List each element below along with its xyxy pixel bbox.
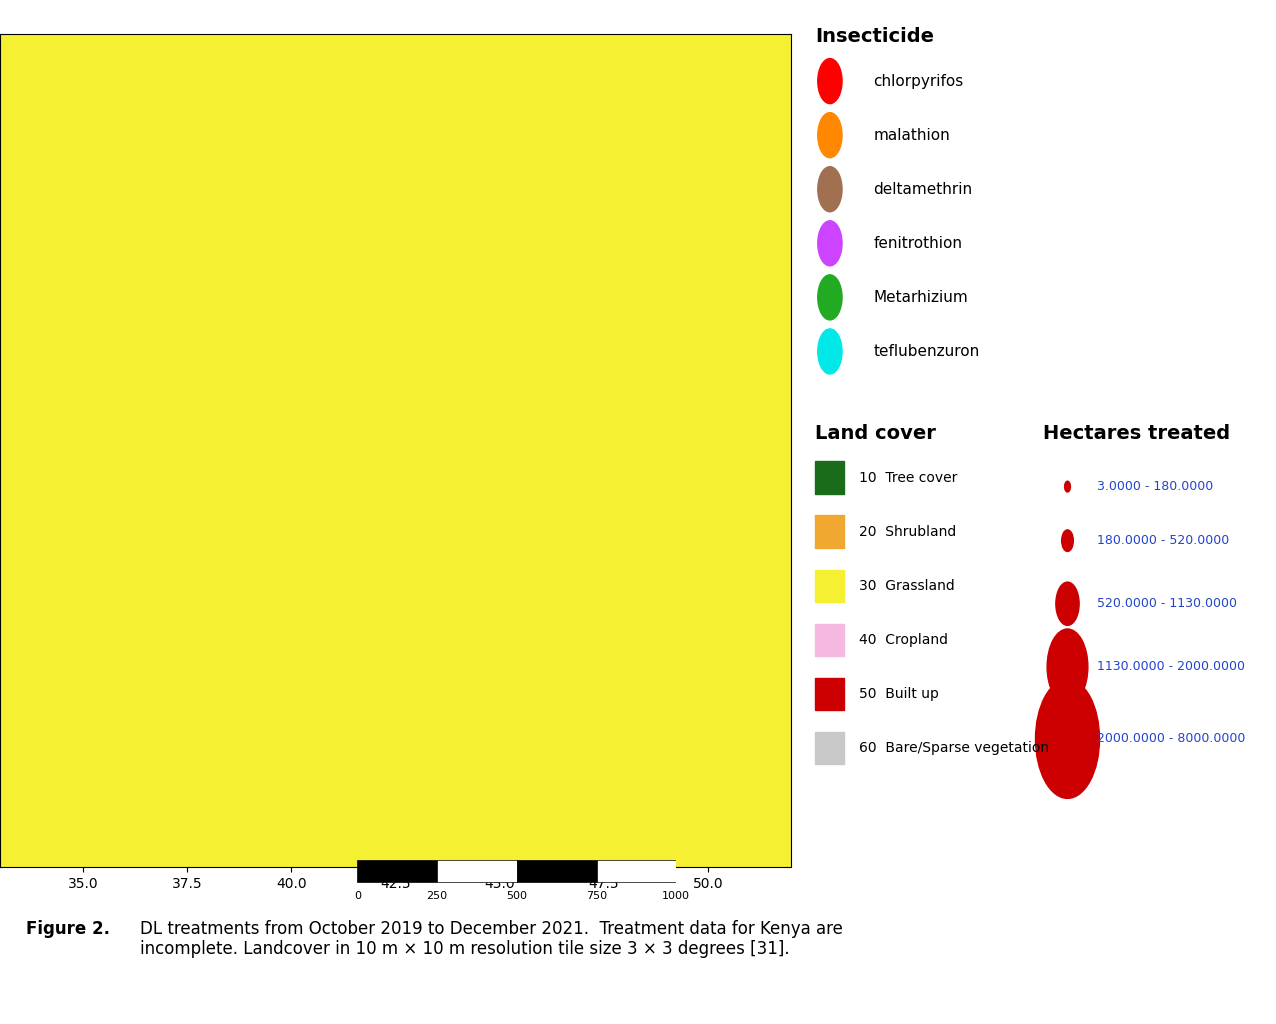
Text: Metarhizium: Metarhizium (874, 290, 968, 305)
Circle shape (818, 113, 842, 158)
Text: Figure 2.: Figure 2. (26, 920, 110, 938)
Text: deltamethrin: deltamethrin (874, 181, 972, 197)
Text: 30  Grassland: 30 Grassland (859, 579, 954, 593)
Text: Insecticide: Insecticide (815, 27, 934, 46)
Bar (815, 624, 845, 656)
Bar (815, 569, 845, 602)
Circle shape (818, 274, 842, 319)
Circle shape (1064, 481, 1071, 492)
Text: 500: 500 (507, 891, 527, 901)
Bar (517, 860, 597, 882)
Text: 20  Shrubland: 20 Shrubland (859, 524, 956, 539)
Text: teflubenzuron: teflubenzuron (874, 344, 980, 359)
Circle shape (818, 329, 842, 374)
Bar (815, 732, 845, 764)
Bar (815, 678, 845, 710)
Text: 10  Tree cover: 10 Tree cover (859, 471, 957, 484)
Text: 60  Bare/Sparse vegetation: 60 Bare/Sparse vegetation (859, 741, 1049, 755)
Text: 2000.0000 - 8000.0000: 2000.0000 - 8000.0000 (1096, 732, 1245, 745)
Text: 1130.0000 - 2000.0000: 1130.0000 - 2000.0000 (1096, 660, 1244, 674)
Circle shape (818, 167, 842, 212)
Bar (815, 515, 845, 548)
Text: 180.0000 - 520.0000: 180.0000 - 520.0000 (1096, 535, 1229, 547)
Text: Hectares treated: Hectares treated (1044, 424, 1230, 442)
Text: 250: 250 (426, 891, 448, 901)
Circle shape (1048, 629, 1088, 705)
Text: Land cover: Land cover (815, 424, 937, 442)
Circle shape (1055, 582, 1079, 626)
Text: DL treatments from October 2019 to December 2021.  Treatment data for Kenya are
: DL treatments from October 2019 to Decem… (140, 920, 843, 958)
Bar (815, 462, 845, 494)
Circle shape (1036, 680, 1100, 799)
Circle shape (1062, 529, 1073, 552)
Text: 3.0000 - 180.0000: 3.0000 - 180.0000 (1096, 480, 1213, 494)
Circle shape (818, 58, 842, 103)
Text: 0: 0 (353, 891, 361, 901)
Text: chlorpyrifos: chlorpyrifos (874, 74, 963, 89)
Text: malathion: malathion (874, 128, 951, 142)
Text: 520.0000 - 1130.0000: 520.0000 - 1130.0000 (1096, 597, 1236, 610)
Text: 750: 750 (586, 891, 607, 901)
Text: 1000: 1000 (662, 891, 690, 901)
Bar (597, 860, 676, 882)
Bar (357, 860, 436, 882)
Bar (436, 860, 517, 882)
Text: 50  Built up: 50 Built up (859, 687, 939, 700)
Circle shape (818, 221, 842, 266)
Text: fenitrothion: fenitrothion (874, 236, 962, 251)
Text: 40  Cropland: 40 Cropland (859, 633, 948, 647)
